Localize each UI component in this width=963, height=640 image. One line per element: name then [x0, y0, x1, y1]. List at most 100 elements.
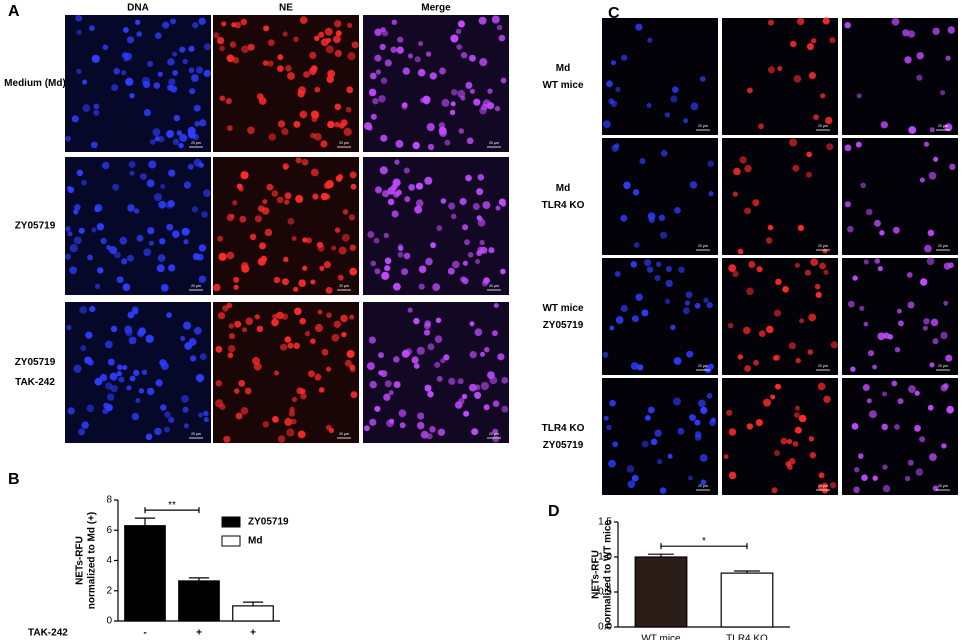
cell: [690, 102, 699, 111]
cell: [183, 181, 192, 189]
micrograph-bg: [602, 18, 718, 135]
cell: [383, 232, 389, 239]
cell: [314, 323, 323, 333]
cell: [257, 205, 265, 213]
cell: [819, 262, 826, 270]
cell: [672, 86, 679, 93]
cell: [227, 125, 233, 131]
cell: [897, 320, 904, 327]
cell: [773, 309, 782, 317]
cell: [272, 313, 278, 320]
cell: [222, 305, 229, 312]
cell: [234, 388, 240, 394]
cell: [350, 391, 358, 399]
cell: [378, 352, 384, 359]
cell: [310, 279, 316, 285]
cell: [496, 24, 503, 31]
cell: [290, 418, 297, 425]
cell: [479, 58, 488, 67]
cell: [444, 139, 451, 146]
cell: [338, 122, 345, 129]
cell: [180, 336, 186, 341]
cell: [825, 116, 833, 125]
cell: [308, 370, 315, 378]
cell: [168, 264, 176, 272]
cell: [398, 409, 407, 418]
cell: [347, 52, 356, 61]
cell: [853, 486, 860, 494]
cell: [855, 141, 862, 148]
cell: [867, 350, 875, 357]
cell: [464, 239, 470, 246]
cell: [946, 405, 954, 414]
cell: [807, 349, 814, 355]
cell: [247, 43, 255, 51]
cell: [81, 421, 89, 429]
cell: [473, 98, 481, 106]
cell: [143, 248, 152, 257]
cell: [128, 160, 136, 169]
cell: [349, 364, 356, 371]
cell: [480, 381, 489, 391]
cell: [287, 342, 294, 349]
cell: [384, 380, 392, 388]
cell: [94, 204, 103, 212]
y-tick-label: 6: [106, 525, 112, 536]
cell: [199, 353, 207, 360]
cell: [665, 266, 672, 272]
cell: [429, 72, 437, 80]
error-bar: [648, 553, 674, 557]
cell: [797, 224, 805, 231]
cell: [191, 206, 198, 213]
cell: [380, 77, 388, 84]
cell: [341, 233, 350, 242]
cell: [684, 300, 691, 306]
cell: [325, 180, 334, 189]
cell: [804, 269, 811, 276]
cell: [859, 305, 865, 311]
cell: [404, 196, 411, 203]
cell: [707, 160, 714, 167]
y-tick-label: 0: [106, 616, 112, 627]
cell: [818, 472, 825, 479]
cell: [109, 246, 117, 255]
bar: [178, 580, 220, 622]
cell: [344, 359, 352, 367]
cell: [287, 217, 295, 225]
cell: [621, 54, 628, 61]
cell: [395, 139, 404, 148]
cell: [198, 275, 207, 283]
cell: [626, 465, 635, 473]
cell: [326, 312, 332, 319]
cell: [181, 395, 189, 403]
cell: [862, 384, 870, 391]
cell: [440, 198, 447, 204]
cell: [694, 419, 701, 426]
cell: [388, 390, 394, 396]
cell: [630, 261, 638, 268]
y-tick-label: 0.5: [598, 587, 612, 598]
cell: [375, 186, 382, 194]
cell: [293, 286, 299, 292]
cell: [132, 309, 139, 315]
cell: [452, 260, 460, 269]
cell: [476, 215, 482, 221]
cell: [448, 202, 456, 210]
cell: [284, 336, 291, 343]
micrograph-bg: [842, 378, 958, 495]
cell: [416, 421, 425, 430]
cell: [148, 240, 154, 246]
cell: [748, 261, 756, 268]
scale-bar-label: 20 μm: [191, 284, 201, 288]
cell: [253, 362, 262, 371]
cell: [459, 197, 467, 206]
cell: [183, 321, 192, 330]
column-header: Merge: [421, 3, 451, 14]
cell: [393, 356, 400, 363]
cell: [310, 65, 318, 73]
cell: [182, 406, 189, 413]
micrograph: 20 μm: [602, 18, 718, 135]
cell: [289, 406, 295, 413]
cell: [877, 332, 886, 341]
